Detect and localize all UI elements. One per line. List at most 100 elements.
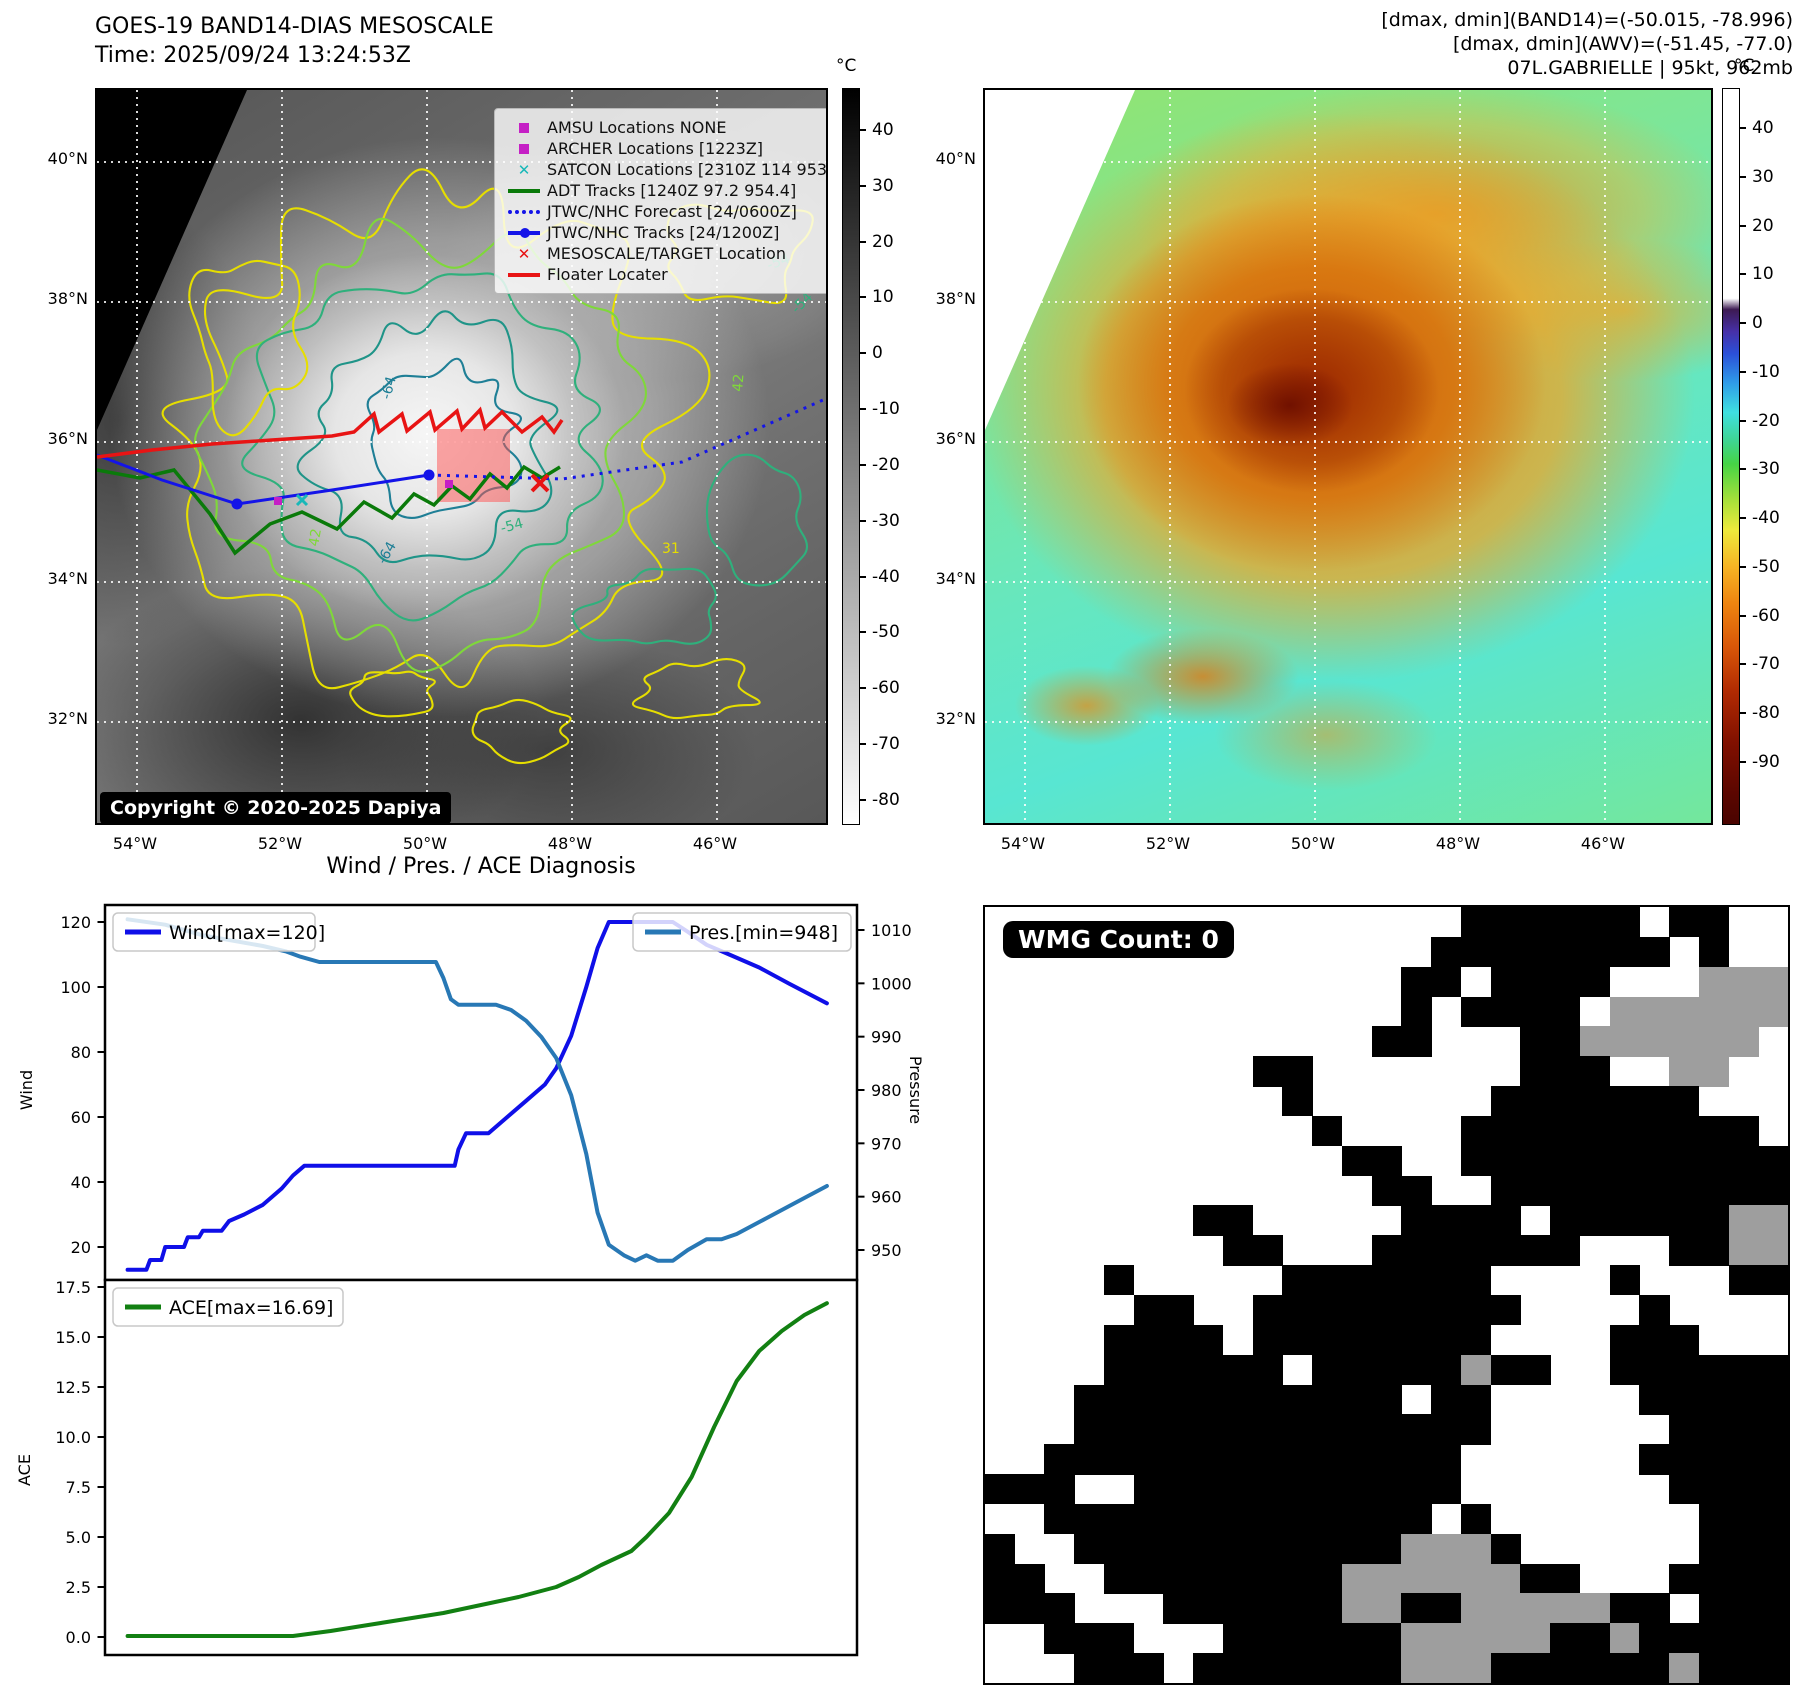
colorbar-tick xyxy=(860,408,866,411)
wmg-cell-cloud xyxy=(1163,1295,1194,1326)
line-dot-legend-icon xyxy=(501,227,547,238)
wmg-cell-gray xyxy=(1550,1593,1581,1624)
wmg-cell-gray xyxy=(1460,1623,1492,1654)
wmg-cell-cloud xyxy=(1252,1623,1283,1654)
wind-legend-label: Wind[max=120] xyxy=(169,922,325,944)
wmg-cell-cloud xyxy=(1758,1414,1788,1445)
wmg-cell-cloud xyxy=(1639,1205,1670,1236)
wmg-cell-cloud xyxy=(1074,1414,1105,1445)
legend-item-label: AMSU Locations NONE xyxy=(547,118,727,137)
wmg-cell-gray xyxy=(1698,1026,1729,1057)
axis-tick-label: 950 xyxy=(871,1241,902,1260)
wmg-cell-cloud xyxy=(1431,1354,1462,1385)
wmg-cell-cloud xyxy=(1401,966,1432,997)
wmg-cell-cloud xyxy=(1282,1503,1313,1535)
wmg-cell-cloud xyxy=(1639,1295,1670,1326)
wmg-cell-cloud xyxy=(1222,1384,1254,1415)
wmg-cell-cloud xyxy=(1550,1235,1581,1266)
lon-label: 52°W xyxy=(1145,834,1191,853)
goes-panel-title: GOES-19 BAND14-DIAS MESOSCALE Time: 2025… xyxy=(95,12,494,70)
wmg-cell-cloud xyxy=(1371,1384,1402,1415)
axis-tick-label: 980 xyxy=(871,1081,902,1100)
colorbar-tick xyxy=(1740,127,1746,129)
wmg-cell-cloud xyxy=(1193,1503,1224,1535)
wmg-cell-cloud xyxy=(1758,1384,1788,1415)
wmg-cell-cloud xyxy=(1431,1324,1462,1356)
wmg-cell-cloud xyxy=(1758,1474,1788,1505)
ace-axis-label: ACE xyxy=(15,1454,34,1486)
wmg-cell-cloud xyxy=(1758,1593,1788,1624)
pressure-series-line xyxy=(125,917,829,1263)
colorbar-tick xyxy=(860,296,866,299)
wmg-cell-cloud xyxy=(1222,1593,1254,1624)
legend-item-label: JTWC/NHC Tracks [24/1200Z] xyxy=(547,223,780,242)
wmg-cell-cloud xyxy=(1669,907,1700,938)
wmg-cell-gray xyxy=(1371,1593,1402,1624)
wmg-cell-cloud xyxy=(1758,1145,1788,1177)
map-legend: AMSU Locations NONE ARCHER Locations [122… xyxy=(494,108,826,294)
wmg-cell-gray xyxy=(1520,1623,1551,1654)
wmg-cell-cloud xyxy=(1550,1653,1581,1683)
wmg-cell-cloud xyxy=(1758,1563,1788,1594)
axis-tick-label: 15.0 xyxy=(55,1328,91,1347)
wmg-cell-cloud xyxy=(1460,1145,1492,1177)
wmg-cell-cloud xyxy=(1460,1235,1492,1266)
wmg-cell-cloud xyxy=(1222,1503,1254,1535)
wmg-cell-cloud xyxy=(1282,1414,1313,1445)
legend-item: JTWC/NHC Forecast [24/0600Z] xyxy=(501,201,823,222)
wmg-cell-cloud xyxy=(1371,1623,1402,1654)
legend-item: ADT Tracks [1240Z 97.2 954.4] xyxy=(501,180,823,201)
wmg-cell-cloud xyxy=(1163,1533,1194,1565)
wmg-cell-cloud xyxy=(1728,1115,1759,1147)
colorbar-tick-label: 10 xyxy=(872,287,894,308)
wmg-cell-cloud xyxy=(1431,936,1462,968)
wmg-cell-cloud xyxy=(1520,1145,1551,1177)
wmg-cell-cloud xyxy=(1460,907,1492,938)
wmg-cell-cloud xyxy=(1074,1384,1105,1415)
wmg-cell-cloud xyxy=(1550,966,1581,997)
wmg-cell-gray xyxy=(1579,1593,1611,1624)
wmg-cell-gray xyxy=(1609,1623,1640,1654)
wmg-cell-gray xyxy=(1341,1593,1373,1624)
wmg-cell-cloud xyxy=(1341,1623,1373,1654)
wmg-cell-gray xyxy=(1460,1593,1492,1624)
wmg-cell-cloud xyxy=(1550,1115,1581,1147)
wmg-cell-cloud xyxy=(1728,1354,1759,1385)
wmg-cell-cloud xyxy=(1698,1354,1729,1385)
wmg-cell-cloud xyxy=(1431,1295,1462,1326)
wmg-cell-cloud xyxy=(1490,1145,1521,1177)
wmg-cell-cloud xyxy=(1193,1444,1224,1475)
wmg-cell-cloud xyxy=(1193,1205,1224,1236)
square-legend-icon xyxy=(501,122,547,133)
wmg-cell-cloud xyxy=(1312,1444,1343,1475)
wmg-cell-cloud xyxy=(1579,1623,1611,1654)
wmg-cell-gray xyxy=(1728,1205,1759,1236)
wmg-cell-cloud xyxy=(1579,1653,1611,1683)
colorbar-tick xyxy=(860,743,866,746)
wmg-cell-cloud xyxy=(1341,1414,1373,1445)
wmg-cell-cloud xyxy=(1133,1474,1164,1505)
dmax-dmin-awv: [dmax, dmin](AWV)=(-51.45, -77.0) xyxy=(1452,33,1793,55)
axis-tick-label: 60 xyxy=(71,1108,91,1127)
axis-tick-label: 1000 xyxy=(871,974,912,993)
wmg-cell-cloud xyxy=(1312,1653,1343,1683)
wmg-cell-cloud xyxy=(1044,1593,1075,1624)
colorbar-tick-label: 40 xyxy=(1752,118,1774,138)
wmg-cell-cloud xyxy=(1282,1474,1313,1505)
wmg-cell-cloud xyxy=(1401,1354,1432,1385)
wmg-cell-cloud xyxy=(1371,1503,1402,1535)
wmg-cell-cloud xyxy=(1103,1623,1135,1654)
wmg-cell-cloud xyxy=(1282,1563,1313,1594)
wmg-cell-cloud xyxy=(1609,1115,1640,1147)
wmg-cell-cloud xyxy=(1014,1563,1045,1594)
wmg-cell-cloud xyxy=(1252,1533,1283,1565)
wmg-cell-gray xyxy=(1401,1653,1432,1683)
axis-tick-label: 120 xyxy=(60,913,91,932)
wmg-cell-cloud xyxy=(1609,1086,1640,1117)
wmg-cell-cloud xyxy=(1520,1175,1551,1206)
wmg-cell-cloud xyxy=(1103,1384,1135,1415)
awv-colorbar-unit: °C xyxy=(1734,56,1755,76)
wmg-cell-cloud xyxy=(1460,1295,1492,1326)
wmg-cell-cloud xyxy=(1550,936,1581,968)
wmg-cell-cloud xyxy=(1282,1384,1313,1415)
